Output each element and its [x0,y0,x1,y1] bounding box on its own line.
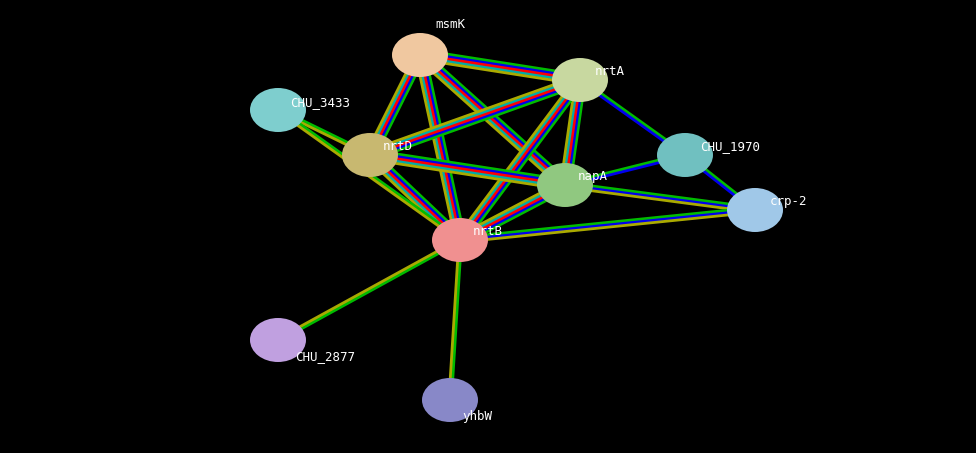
Ellipse shape [657,133,713,177]
Text: yhbW: yhbW [462,410,492,423]
Text: CHU_3433: CHU_3433 [290,96,350,109]
Text: nrtB: nrtB [473,225,503,238]
Text: crp-2: crp-2 [770,195,807,208]
Ellipse shape [537,163,593,207]
Ellipse shape [422,378,478,422]
Text: CHU_1970: CHU_1970 [700,140,760,153]
Ellipse shape [342,133,398,177]
Text: nrtD: nrtD [383,140,413,153]
Ellipse shape [250,88,306,132]
Text: napA: napA [578,170,608,183]
Text: CHU_2877: CHU_2877 [295,350,355,363]
Ellipse shape [392,33,448,77]
Ellipse shape [552,58,608,102]
Text: msmK: msmK [435,18,465,31]
Ellipse shape [727,188,783,232]
Ellipse shape [250,318,306,362]
Text: nrtA: nrtA [595,65,625,78]
Ellipse shape [432,218,488,262]
